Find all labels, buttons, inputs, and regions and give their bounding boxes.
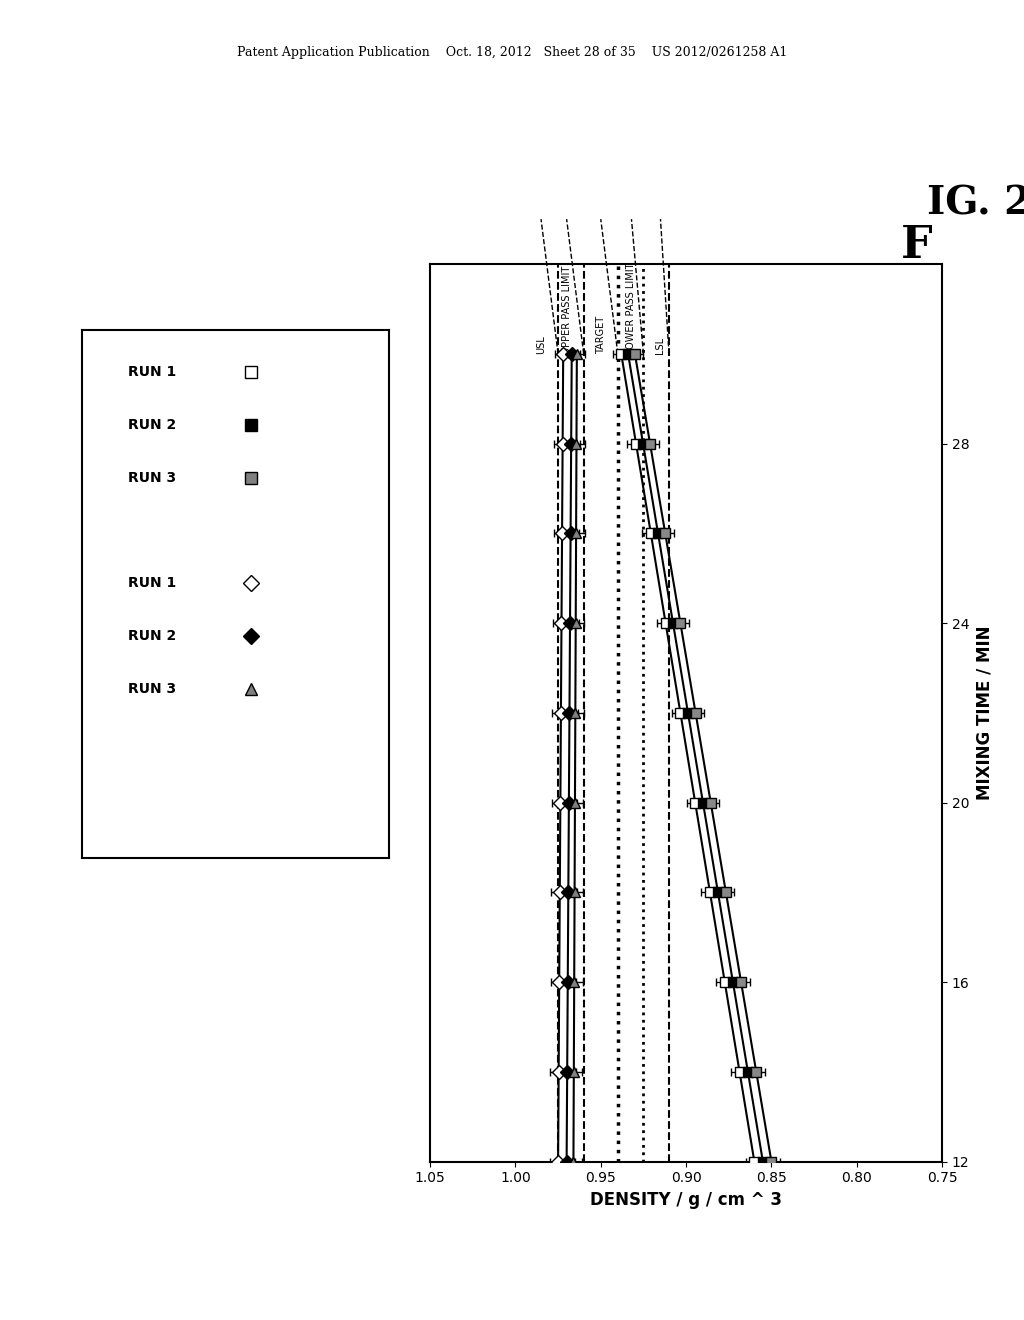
Text: F: F (901, 224, 933, 268)
Text: TARGET: TARGET (596, 315, 606, 354)
Text: RUN 2: RUN 2 (128, 418, 176, 432)
X-axis label: DENSITY / g / cm ^ 3: DENSITY / g / cm ^ 3 (590, 1191, 782, 1209)
Text: RUN 3: RUN 3 (128, 682, 176, 696)
Text: RUN 2: RUN 2 (128, 630, 176, 643)
Text: RUN 1: RUN 1 (128, 577, 176, 590)
Text: USL: USL (536, 335, 546, 354)
Text: LOWER PASS LIMIT: LOWER PASS LIMIT (627, 263, 637, 354)
Text: UPPER PASS LIMIT: UPPER PASS LIMIT (561, 265, 571, 354)
Text: LSL: LSL (655, 337, 666, 354)
Text: IG. 26A: IG. 26A (927, 185, 1024, 223)
Text: Patent Application Publication    Oct. 18, 2012   Sheet 28 of 35    US 2012/0261: Patent Application Publication Oct. 18, … (237, 46, 787, 59)
Y-axis label: MIXING TIME / MIN: MIXING TIME / MIN (975, 626, 993, 800)
Text: RUN 1: RUN 1 (128, 366, 176, 379)
Text: RUN 3: RUN 3 (128, 471, 176, 484)
